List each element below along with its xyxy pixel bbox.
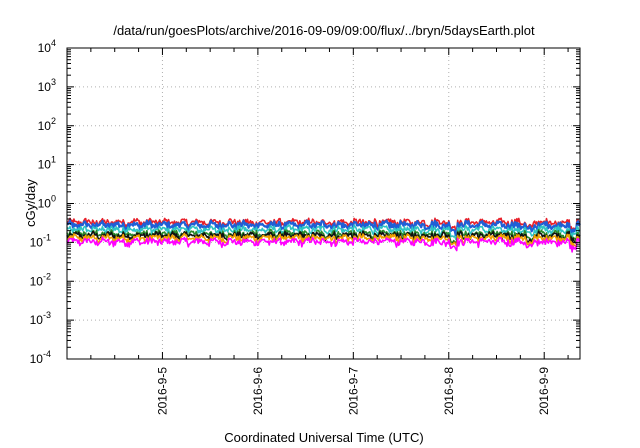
y-tick-label: 10-1 bbox=[30, 232, 51, 249]
series-line bbox=[66, 224, 581, 242]
y-tick-label: 100 bbox=[38, 194, 56, 211]
series-group bbox=[66, 217, 581, 253]
grid bbox=[67, 48, 580, 359]
y-tick-label: 10-3 bbox=[30, 310, 51, 327]
y-tick-label: 10-2 bbox=[30, 271, 51, 288]
chart-title: /data/run/goesPlots/archive/2016-09-09/0… bbox=[113, 23, 535, 38]
x-tick-label: 2016-9-6 bbox=[251, 367, 265, 415]
y-tick-label: 102 bbox=[38, 116, 56, 133]
x-tick-label: 2016-9-7 bbox=[346, 367, 360, 415]
series-line bbox=[66, 236, 581, 253]
x-tick-label: 2016-9-5 bbox=[155, 367, 169, 415]
y-axis: 104 103 102 101 100 10-1 10-2 10-3 10-4 bbox=[30, 38, 580, 366]
x-axis-title: Coordinated Universal Time (UTC) bbox=[224, 430, 423, 445]
series-line bbox=[66, 219, 581, 237]
y-tick-label: 103 bbox=[38, 77, 56, 94]
x-tick-label: 2016-9-8 bbox=[442, 367, 456, 415]
y-tick-label: 104 bbox=[38, 38, 56, 55]
y-axis-title: cGy/day bbox=[23, 179, 38, 227]
y-tick-label: 10-4 bbox=[30, 349, 51, 366]
series-line bbox=[66, 232, 581, 248]
x-axis: 2016-9-5 2016-9-6 2016-9-7 2016-9-8 2016-9-9 bbox=[90, 48, 569, 415]
x-tick-label: 2016-9-9 bbox=[537, 367, 551, 415]
y-tick-label: 101 bbox=[38, 155, 56, 172]
